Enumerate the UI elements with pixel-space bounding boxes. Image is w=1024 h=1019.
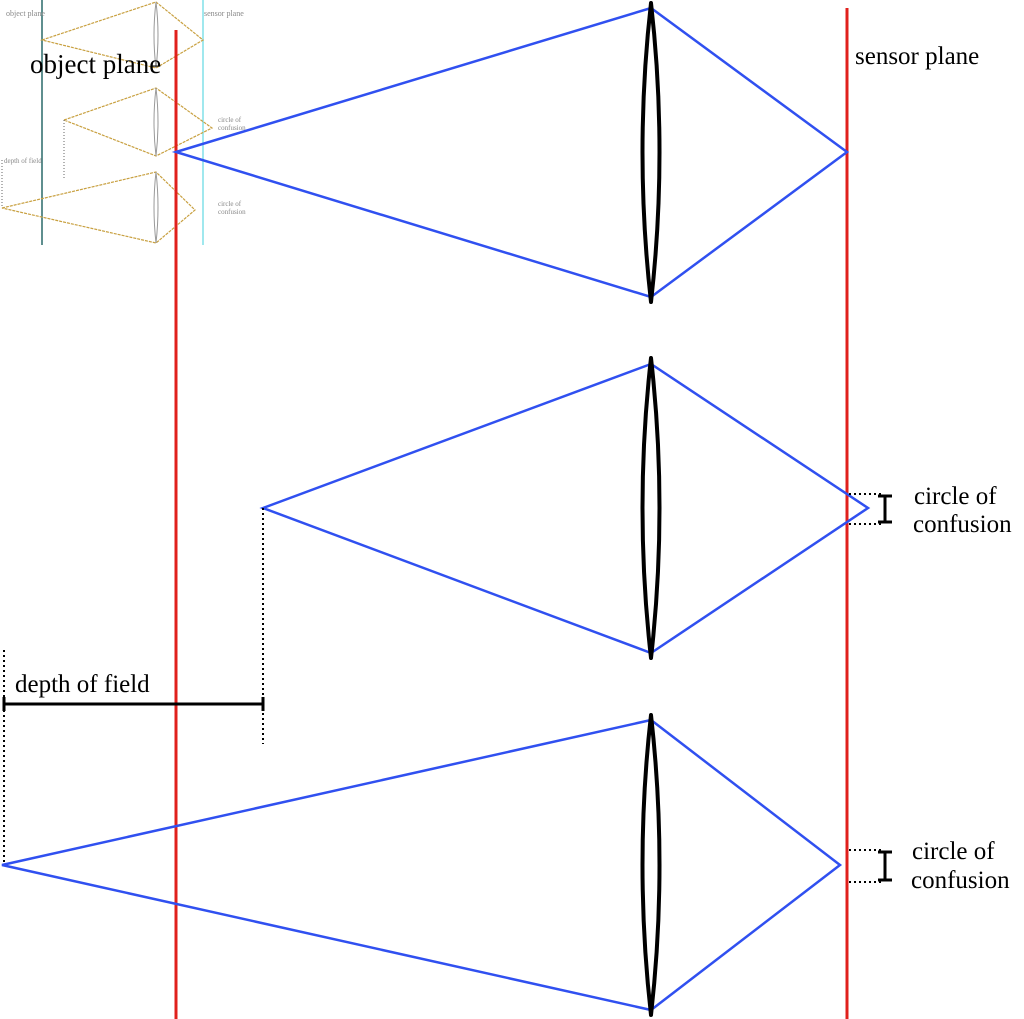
thumb-sensor-plane-label: sensor plane xyxy=(204,9,244,18)
ray-diagram-in-focus xyxy=(171,6,850,299)
coc-2-label-line1: circle of xyxy=(912,838,995,865)
lens-top xyxy=(640,1,662,304)
thumb-ray-diagram-1 xyxy=(39,1,205,69)
ray-diagram-far-point xyxy=(1,718,843,1012)
lens-bottom xyxy=(640,713,662,1017)
coc-1-label-line2: confusion xyxy=(913,511,1012,538)
thumb-coc-1-label: circle of xyxy=(218,116,242,124)
thumb-coc-2b-label: confusion xyxy=(218,208,246,216)
depth-of-field-label: depth of field xyxy=(15,671,150,698)
thumb-coc-2-label: circle of xyxy=(218,200,242,208)
thumb-lens-3 xyxy=(153,171,159,244)
thumb-lens-1 xyxy=(153,1,159,69)
coc-1-bracket xyxy=(849,493,892,525)
object-plane-label: object plane xyxy=(30,49,161,79)
coc-2-bracket xyxy=(849,849,892,883)
coc-1-label-line1: circle of xyxy=(914,483,997,510)
thumbnail-figure: object plane sensor plane circle of conf… xyxy=(1,0,246,245)
thumb-object-plane-label: object plane xyxy=(6,9,45,18)
thumb-lenses xyxy=(153,1,159,244)
ray-diagram-near-point xyxy=(259,362,871,655)
thumb-coc-1b-label: confusion xyxy=(218,124,246,132)
sensor-plane-label: sensor plane xyxy=(855,43,979,70)
lens-middle xyxy=(640,356,662,660)
thumb-ray-diagram-2 xyxy=(62,87,214,157)
coc-2-label-line2: confusion xyxy=(911,867,1010,894)
dof-bracket xyxy=(2,697,265,711)
thumb-dof-label: depth of field xyxy=(4,157,42,165)
thumb-lens-2 xyxy=(153,87,159,157)
thumb-ray-diagram-3 xyxy=(1,171,196,244)
thumb-rays xyxy=(1,1,214,244)
